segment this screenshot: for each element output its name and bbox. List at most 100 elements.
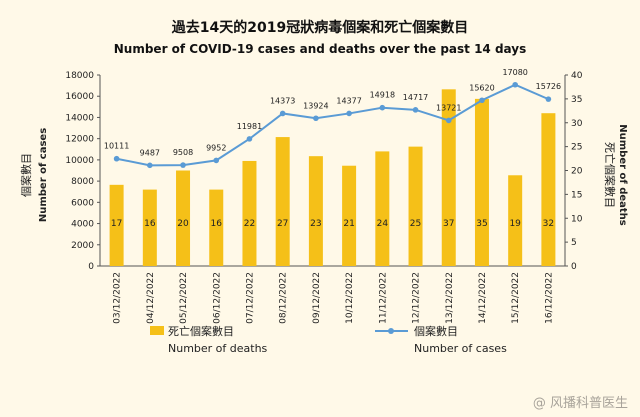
cases-point-label: 9952 — [206, 143, 226, 152]
x-tick-label: 11/12/2022 — [378, 272, 388, 324]
left-tick-label: 6000 — [71, 198, 94, 208]
deaths-bar-label: 27 — [277, 219, 288, 229]
deaths-bar-label: 32 — [543, 219, 554, 229]
x-tick-label: 13/12/2022 — [445, 272, 455, 324]
right-axis-title-zh: 死亡個案數目 — [603, 142, 617, 208]
watermark: @ 风播科普医生 — [532, 396, 628, 411]
cases-point-label: 13924 — [303, 101, 328, 110]
x-tick-label: 03/12/2022 — [113, 272, 123, 324]
cases-point-label: 9487 — [140, 148, 160, 157]
legend-cases-label-en: Number of cases — [414, 342, 507, 355]
right-tick-label: 25 — [571, 143, 582, 153]
legend: 死亡個案數目 Number of deaths 個案數目 Number of c… — [150, 324, 507, 355]
cases-point-label: 15726 — [536, 82, 561, 91]
x-tick-label: 10/12/2022 — [345, 272, 355, 324]
left-tick-label: 14000 — [65, 113, 94, 123]
cases-point-label: 11981 — [237, 122, 262, 131]
left-tick-label: 10000 — [65, 156, 94, 166]
left-tick-label: 4000 — [71, 220, 94, 230]
cases-point — [379, 104, 386, 111]
cases-point-label: 10111 — [104, 142, 129, 151]
left-axis-title-zh: 個案數目 — [19, 153, 33, 197]
cases-point — [246, 136, 253, 142]
deaths-bar-label: 37 — [443, 219, 454, 229]
deaths-bar-label: 24 — [377, 219, 389, 229]
right-tick-label: 20 — [571, 167, 583, 177]
legend-deaths-label: 死亡個案數目 — [168, 324, 234, 338]
deaths-bar — [375, 151, 390, 266]
left-tick-label: 16000 — [65, 92, 94, 102]
left-tick-label: 12000 — [65, 135, 94, 145]
cases-point — [147, 162, 153, 169]
left-tick-label: 2000 — [71, 241, 94, 251]
cases-point — [113, 155, 120, 162]
legend-cases-label: 個案數目 — [414, 324, 458, 338]
legend-deaths-swatch — [150, 326, 164, 335]
cases-point-label: 17080 — [502, 68, 527, 77]
cases-point-label: 13721 — [436, 103, 461, 112]
cases-point — [180, 162, 186, 168]
chart-subtitle: Number of COVID-19 cases and deaths over… — [114, 42, 526, 56]
right-tick-label: 40 — [571, 71, 583, 81]
left-axis-title-en: Number of cases — [38, 128, 49, 222]
x-tick-label: 08/12/2022 — [279, 272, 289, 324]
x-tick-label: 09/12/2022 — [312, 272, 322, 324]
deaths-bar — [275, 137, 290, 266]
deaths-bar-label: 22 — [244, 219, 255, 229]
deaths-bar-label: 20 — [177, 219, 189, 229]
chart-title: 過去14天的2019冠狀病毒個案和死亡個案數目 — [171, 19, 468, 36]
left-tick-label: 0 — [88, 262, 94, 272]
x-tick-label: 15/12/2022 — [511, 272, 521, 324]
cases-point-label: 14373 — [270, 96, 295, 105]
right-tick-label: 15 — [571, 190, 582, 200]
x-tick-label: 05/12/2022 — [179, 272, 189, 324]
deaths-bar-label: 25 — [410, 219, 421, 229]
x-tick-label: 04/12/2022 — [146, 272, 156, 324]
deaths-bar-label: 35 — [476, 219, 487, 229]
x-tick-label: 14/12/2022 — [478, 272, 488, 324]
deaths-bar-label: 21 — [343, 219, 354, 229]
deaths-bar-label: 16 — [211, 219, 223, 229]
deaths-bar-label: 17 — [111, 219, 122, 229]
left-tick-label: 18000 — [65, 71, 94, 81]
cases-point — [545, 96, 552, 102]
deaths-bar — [142, 189, 157, 266]
deaths-bar — [474, 98, 489, 266]
right-axis-title-en: Number of deaths — [617, 124, 628, 226]
deaths-bar — [109, 184, 124, 266]
deaths-bar — [209, 189, 224, 266]
deaths-bar-label: 16 — [144, 219, 156, 229]
legend-deaths-label-en: Number of deaths — [168, 342, 268, 355]
cases-point — [479, 97, 485, 104]
cases-point-label: 9508 — [173, 148, 193, 157]
cases-point-label: 15620 — [469, 83, 494, 92]
cases-point — [512, 81, 518, 88]
x-tick-label: 12/12/2022 — [412, 272, 422, 324]
x-tick-label: 06/12/2022 — [212, 272, 222, 324]
cases-point — [412, 107, 419, 113]
cases-point — [346, 110, 352, 117]
x-tick-label: 07/12/2022 — [245, 272, 255, 324]
right-tick-label: 30 — [571, 119, 583, 129]
cases-point-label: 14377 — [336, 96, 361, 105]
right-tick-label: 35 — [571, 95, 582, 105]
deaths-bar — [541, 113, 556, 266]
cases-point-label: 14918 — [370, 91, 395, 100]
deaths-bar — [176, 170, 191, 266]
deaths-bar — [508, 175, 523, 266]
cases-point — [213, 157, 220, 164]
cases-point — [279, 110, 286, 117]
right-tick-label: 0 — [571, 262, 577, 272]
x-tick-label: 16/12/2022 — [544, 272, 554, 324]
cases-line — [116, 83, 549, 167]
right-tick-label: 10 — [571, 214, 583, 224]
legend-cases-marker — [388, 328, 394, 334]
cases-point — [313, 115, 319, 122]
deaths-bar — [308, 156, 323, 266]
deaths-bar — [242, 160, 257, 266]
deaths-bar — [342, 165, 357, 266]
deaths-bar-label: 23 — [310, 219, 321, 229]
deaths-bar-label: 19 — [509, 219, 521, 229]
cases-point-label: 14717 — [403, 93, 428, 102]
